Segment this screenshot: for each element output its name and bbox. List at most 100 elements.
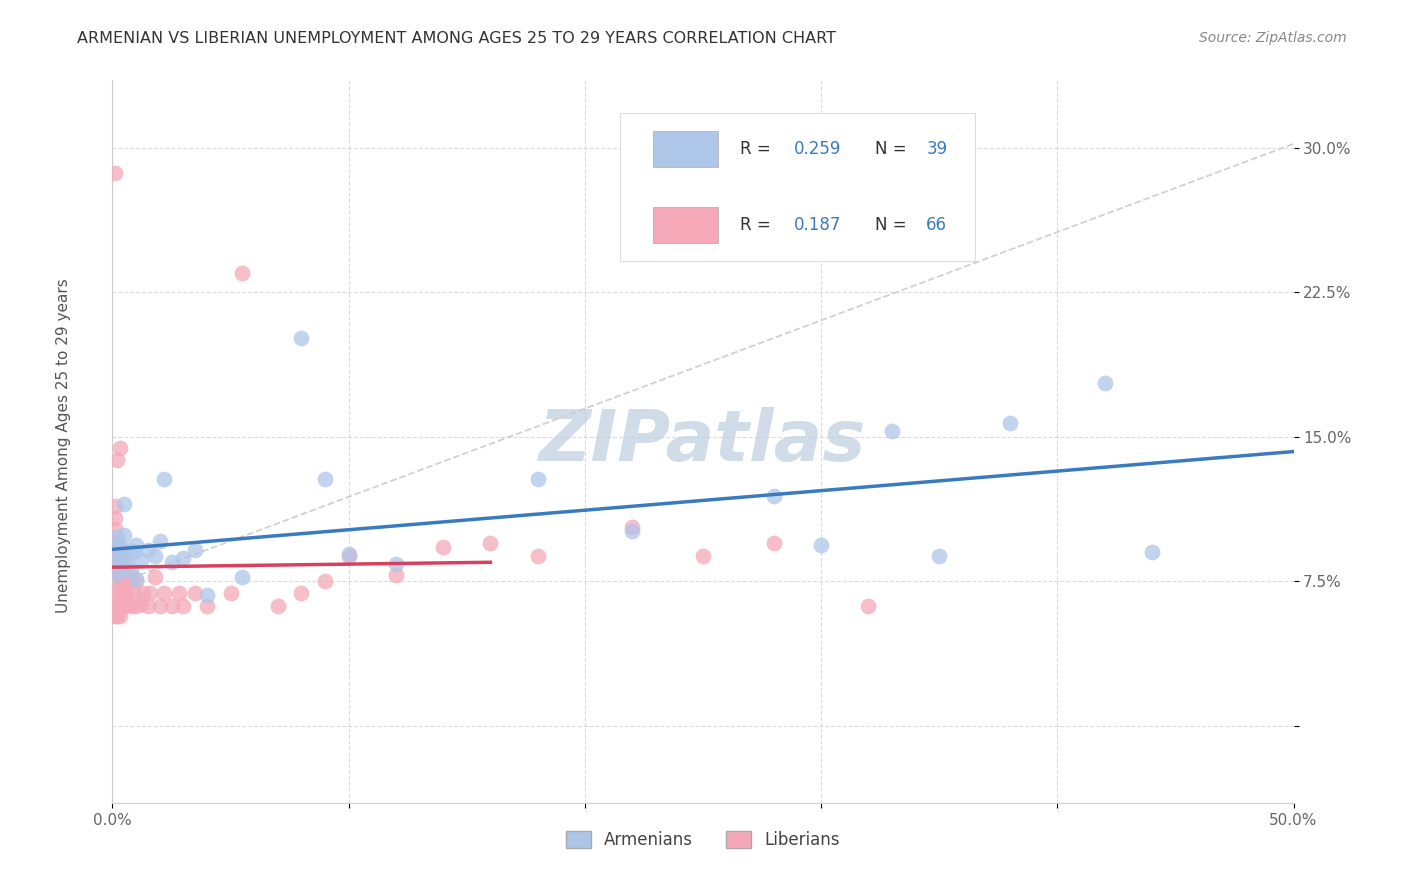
Point <box>160 555 183 569</box>
Point <box>858 599 880 614</box>
Point <box>112 588 135 602</box>
Point <box>112 528 135 542</box>
Point <box>104 608 127 623</box>
Point <box>762 535 785 549</box>
Point <box>621 520 644 534</box>
Point <box>153 586 176 600</box>
Text: Source: ZipAtlas.com: Source: ZipAtlas.com <box>1199 31 1347 45</box>
Point <box>184 586 207 600</box>
Point <box>111 599 134 614</box>
Point <box>105 535 128 549</box>
Point <box>112 497 135 511</box>
Point <box>998 416 1021 430</box>
Point <box>108 608 131 623</box>
Text: ZIPatlas: ZIPatlas <box>540 407 866 476</box>
Point <box>112 574 135 589</box>
Point <box>314 574 336 589</box>
Point <box>149 533 172 548</box>
Point <box>172 551 194 566</box>
Point <box>880 424 903 438</box>
Text: 39: 39 <box>927 140 948 158</box>
Point <box>108 545 131 559</box>
Point <box>139 586 162 600</box>
Text: 0.187: 0.187 <box>794 216 841 234</box>
Point <box>120 563 142 577</box>
Point <box>115 555 138 569</box>
Point <box>149 599 172 614</box>
Point <box>104 560 127 574</box>
Legend: Armenians, Liberians: Armenians, Liberians <box>560 824 846 856</box>
Point <box>108 558 131 573</box>
Point <box>526 549 548 564</box>
Point <box>120 574 142 589</box>
Point <box>195 588 218 602</box>
Point <box>385 557 408 571</box>
Point <box>314 472 336 486</box>
Point <box>132 586 155 600</box>
Point <box>105 598 128 612</box>
Point <box>111 560 134 574</box>
Point <box>153 472 176 486</box>
Point <box>104 499 127 513</box>
Point <box>112 599 135 614</box>
Point <box>337 549 360 564</box>
Point <box>810 538 832 552</box>
Point <box>172 599 194 614</box>
Point <box>267 599 290 614</box>
FancyBboxPatch shape <box>654 207 718 243</box>
Point <box>231 266 253 280</box>
Point <box>136 543 159 558</box>
Point <box>762 490 785 504</box>
Point <box>118 568 141 582</box>
Point <box>108 553 131 567</box>
Point <box>231 570 253 584</box>
Point <box>108 442 131 456</box>
Point <box>105 530 128 544</box>
Point <box>104 555 127 569</box>
Text: 66: 66 <box>927 216 948 234</box>
FancyBboxPatch shape <box>620 112 974 260</box>
Point <box>115 598 138 612</box>
Point <box>111 560 134 574</box>
Point <box>125 572 148 586</box>
Point <box>104 583 127 598</box>
Point <box>105 570 128 584</box>
Point <box>621 524 644 538</box>
Point <box>118 543 141 558</box>
Point <box>219 586 242 600</box>
Point <box>526 472 548 486</box>
Point <box>129 598 152 612</box>
Point <box>143 570 166 584</box>
Point <box>160 599 183 614</box>
Point <box>104 166 127 180</box>
Text: R =: R = <box>740 216 776 234</box>
Point <box>290 586 312 600</box>
Text: N =: N = <box>876 140 912 158</box>
Point <box>125 574 148 589</box>
Point <box>112 551 135 566</box>
Point <box>115 586 138 600</box>
Point <box>125 599 148 614</box>
Point <box>120 599 142 614</box>
Point <box>167 586 190 600</box>
Point <box>104 522 127 536</box>
Point <box>105 608 128 623</box>
Point <box>125 538 148 552</box>
Point <box>385 568 408 582</box>
Point <box>122 545 145 559</box>
Point <box>129 553 152 567</box>
Point <box>195 599 218 614</box>
Point <box>111 574 134 589</box>
Point <box>105 560 128 574</box>
Point <box>105 453 128 467</box>
Point <box>136 599 159 614</box>
Point <box>337 547 360 561</box>
Point <box>122 586 145 600</box>
Point <box>108 583 131 598</box>
Point <box>111 586 134 600</box>
Point <box>479 535 502 549</box>
Point <box>108 540 131 554</box>
Point <box>143 549 166 564</box>
Point <box>118 598 141 612</box>
Text: N =: N = <box>876 216 912 234</box>
